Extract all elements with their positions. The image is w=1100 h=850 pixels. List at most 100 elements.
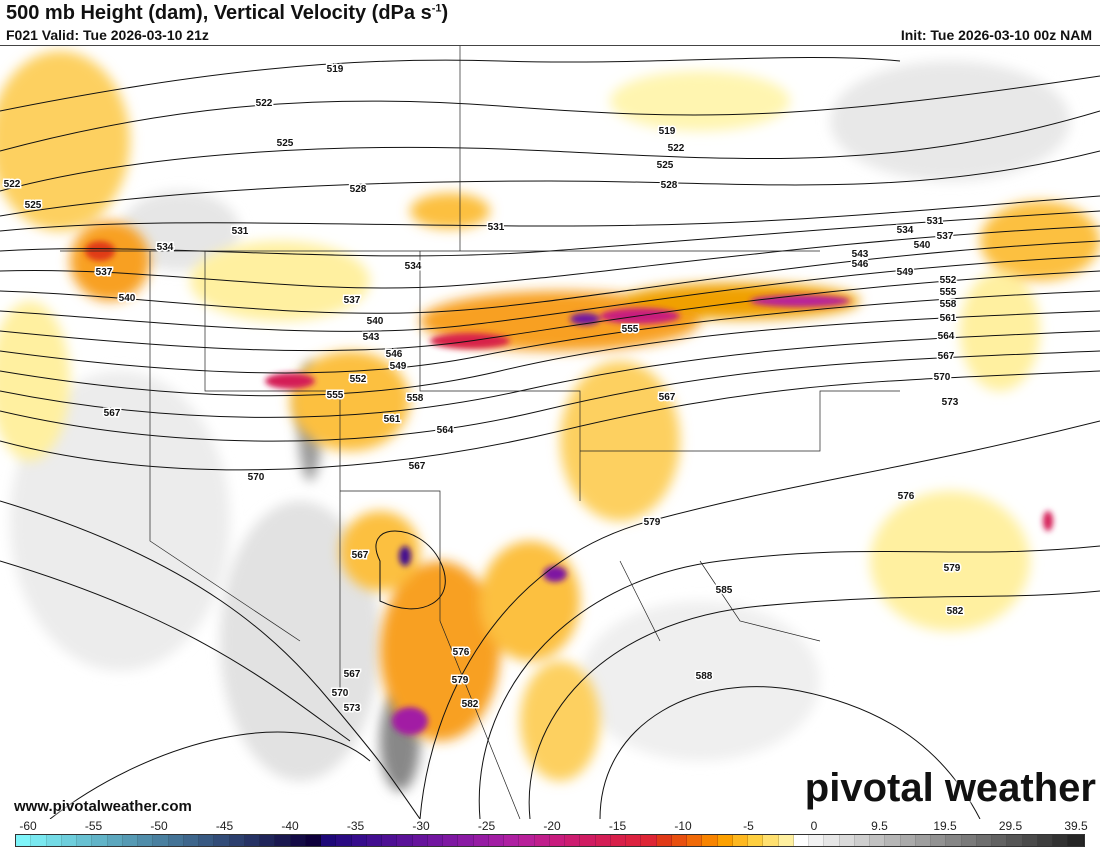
- colorbar-swatch: [275, 835, 291, 846]
- colorbar-swatch: [900, 835, 916, 846]
- colorbar-swatch: [763, 835, 779, 846]
- contour-label: 588: [696, 671, 713, 682]
- valid-time: F021 Valid: Tue 2026-03-10 21z: [6, 27, 209, 43]
- colorbar-swatch: [732, 835, 748, 846]
- colorbar-swatch: [549, 835, 565, 846]
- colorbar-swatch: [626, 835, 642, 846]
- colorbar-swatch: [397, 835, 413, 846]
- contour-label: 537: [344, 295, 361, 306]
- contour-label: 570: [934, 372, 951, 383]
- colorbar-swatch: [199, 835, 215, 846]
- colorbar-swatch: [839, 835, 855, 846]
- colorbar-swatch: [138, 835, 154, 846]
- contour-label: 579: [452, 675, 469, 686]
- contour-label: 579: [944, 563, 961, 574]
- colorbar-label: -30: [412, 819, 430, 833]
- colorbar-label: 0: [810, 819, 818, 833]
- contour-label: 570: [332, 688, 349, 699]
- colorbar-swatch: [214, 835, 230, 846]
- colorbar-swatch: [504, 835, 520, 846]
- colorbar-swatch: [16, 835, 32, 846]
- colorbar-swatch: [671, 835, 687, 846]
- colorbar-swatch: [961, 835, 977, 846]
- contour-label: 525: [277, 138, 294, 149]
- contour-label: 522: [256, 98, 273, 109]
- colorbar-swatch: [534, 835, 550, 846]
- colorbar-swatch: [1022, 835, 1038, 846]
- contour-label: 531: [927, 216, 944, 227]
- contour-label: 525: [25, 200, 42, 211]
- colorbar-swatch: [443, 835, 459, 846]
- contour-label: 546: [386, 349, 403, 360]
- colorbar-swatch: [565, 835, 581, 846]
- contour-label: 537: [96, 267, 113, 278]
- contour-label: 540: [367, 316, 384, 327]
- colorbar-label: 39.5: [1064, 819, 1088, 833]
- colorbar-swatch: [46, 835, 62, 846]
- colorbar-swatch: [580, 835, 596, 846]
- colorbar-swatch: [31, 835, 47, 846]
- colorbar-swatch: [992, 835, 1008, 846]
- contour-label: 555: [622, 324, 639, 335]
- colorbar-swatch: [854, 835, 870, 846]
- colorbar-swatch: [168, 835, 184, 846]
- colorbar-swatch: [366, 835, 382, 846]
- colorbar-swatch: [1053, 835, 1069, 846]
- contour-label: 573: [344, 703, 361, 714]
- contour-label: 555: [327, 390, 344, 401]
- colorbar-swatch: [92, 835, 108, 846]
- colorbar-swatch: [687, 835, 703, 846]
- colorbar-swatch: [793, 835, 809, 846]
- contour-label: 576: [453, 647, 470, 658]
- contour-label: 540: [119, 293, 136, 304]
- colorbar-swatch: [870, 835, 886, 846]
- colorbar-label: -15: [608, 819, 627, 833]
- colorbar-swatch: [519, 835, 535, 846]
- contour-label: 564: [938, 331, 955, 342]
- colorbar-swatch: [427, 835, 443, 846]
- colorbar-label: -20: [543, 819, 561, 833]
- colorbar-label: -45: [215, 819, 234, 833]
- colorbar-swatch: [260, 835, 276, 846]
- contour-label: 561: [940, 313, 957, 324]
- colorbar-swatch: [595, 835, 611, 846]
- colorbar-swatch: [290, 835, 306, 846]
- colorbar-label: -5: [743, 819, 754, 833]
- colorbar-swatch: [107, 835, 123, 846]
- contour-label: 552: [940, 275, 957, 286]
- colorbar-swatch: [229, 835, 245, 846]
- colorbar-swatch: [382, 835, 398, 846]
- contour-label: 558: [407, 393, 424, 404]
- contour-label: 567: [938, 351, 955, 362]
- colorbar-swatch: [931, 835, 947, 846]
- map-title: 500 mb Height (dam), Vertical Velocity (…: [6, 2, 449, 24]
- contour-label: 534: [157, 242, 174, 253]
- colorbar-label: 29.5: [998, 819, 1023, 833]
- contour-label: 528: [350, 184, 367, 195]
- colorbar-swatch: [717, 835, 733, 846]
- colorbar-swatch: [351, 835, 367, 846]
- colorbar-swatch: [183, 835, 199, 846]
- contour-label: 576: [898, 491, 915, 502]
- colorbar-label: -55: [84, 819, 103, 833]
- colorbar-label: -50: [150, 819, 168, 833]
- contour-label: 579: [644, 517, 661, 528]
- colorbar-swatch: [641, 835, 657, 846]
- colorbar-swatch: [885, 835, 901, 846]
- website-url[interactable]: www.pivotalweather.com: [14, 798, 192, 815]
- contour-label: 546: [852, 259, 869, 270]
- contour-label: 525: [657, 160, 674, 171]
- contour-label: 543: [363, 332, 380, 343]
- colorbar-swatch: [915, 835, 931, 846]
- contour-label: 561: [384, 414, 401, 425]
- colorbar-swatch: [458, 835, 474, 846]
- contour-label: 570: [248, 472, 265, 483]
- colorbar-swatch: [824, 835, 840, 846]
- brand-logo: pivotal weather: [804, 766, 1096, 810]
- contour-label: 534: [897, 225, 914, 236]
- colorbar-swatch: [336, 835, 352, 846]
- colorbar-swatch: [77, 835, 93, 846]
- weather-map[interactable]: 519 522 525 528 531 534 537 540 534 537 540 543 546 5…: [0, 45, 1100, 819]
- contour-label: 567: [659, 392, 676, 403]
- contour-label: 519: [327, 64, 344, 75]
